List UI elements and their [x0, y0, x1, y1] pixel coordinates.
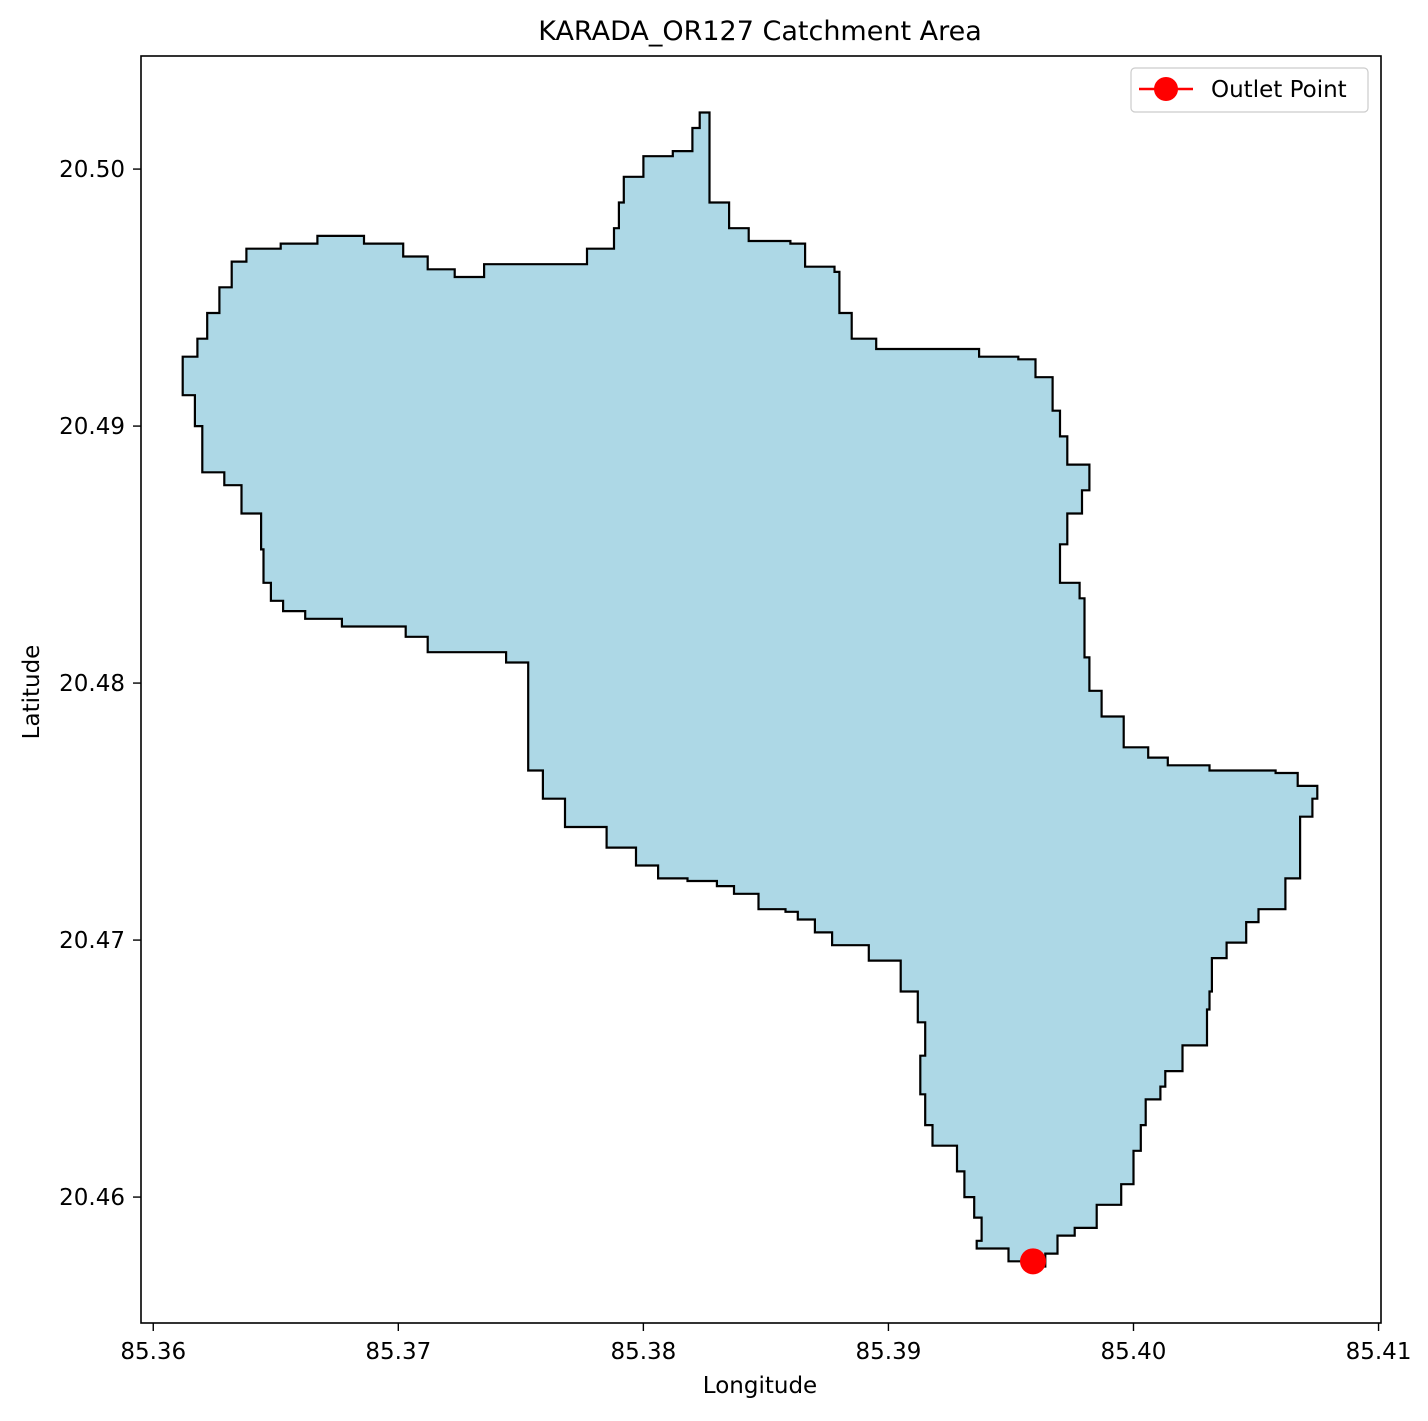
plot-area: [181, 111, 1319, 1275]
y-axis-ticks: 20.46 20.47 20.48 20.49 20.50: [59, 157, 141, 1211]
y-tick-label: 20.47: [59, 928, 125, 954]
legend-box: [1130, 67, 1369, 113]
x-tick-label: 85.37: [365, 1339, 431, 1365]
legend-label: Outlet Point: [1211, 77, 1347, 103]
y-tick-label: 20.49: [59, 414, 125, 440]
y-tick-label: 20.48: [59, 671, 125, 697]
chart-title: KARADA_OR127 Catchment Area: [538, 16, 982, 47]
outlet-point-marker: [1020, 1248, 1047, 1275]
y-axis-label: Latitude: [19, 645, 45, 740]
x-axis-label: Longitude: [703, 1373, 817, 1399]
x-tick-label: 85.40: [1101, 1339, 1167, 1365]
legend-marker-swatch: [1154, 77, 1178, 101]
legend: Outlet Point: [1130, 67, 1369, 113]
catchment-polygon: [181, 111, 1319, 1268]
y-tick-label: 20.46: [59, 1185, 125, 1211]
x-tick-label: 85.36: [120, 1339, 186, 1365]
x-tick-label: 85.41: [1346, 1339, 1412, 1365]
y-tick-label: 20.50: [59, 157, 125, 183]
axes-frame: [140, 55, 1382, 1324]
x-tick-label: 85.39: [856, 1339, 922, 1365]
x-tick-label: 85.38: [610, 1339, 676, 1365]
x-axis-ticks: 85.36 85.37 85.38 85.39 85.40 85.41: [120, 1323, 1411, 1365]
